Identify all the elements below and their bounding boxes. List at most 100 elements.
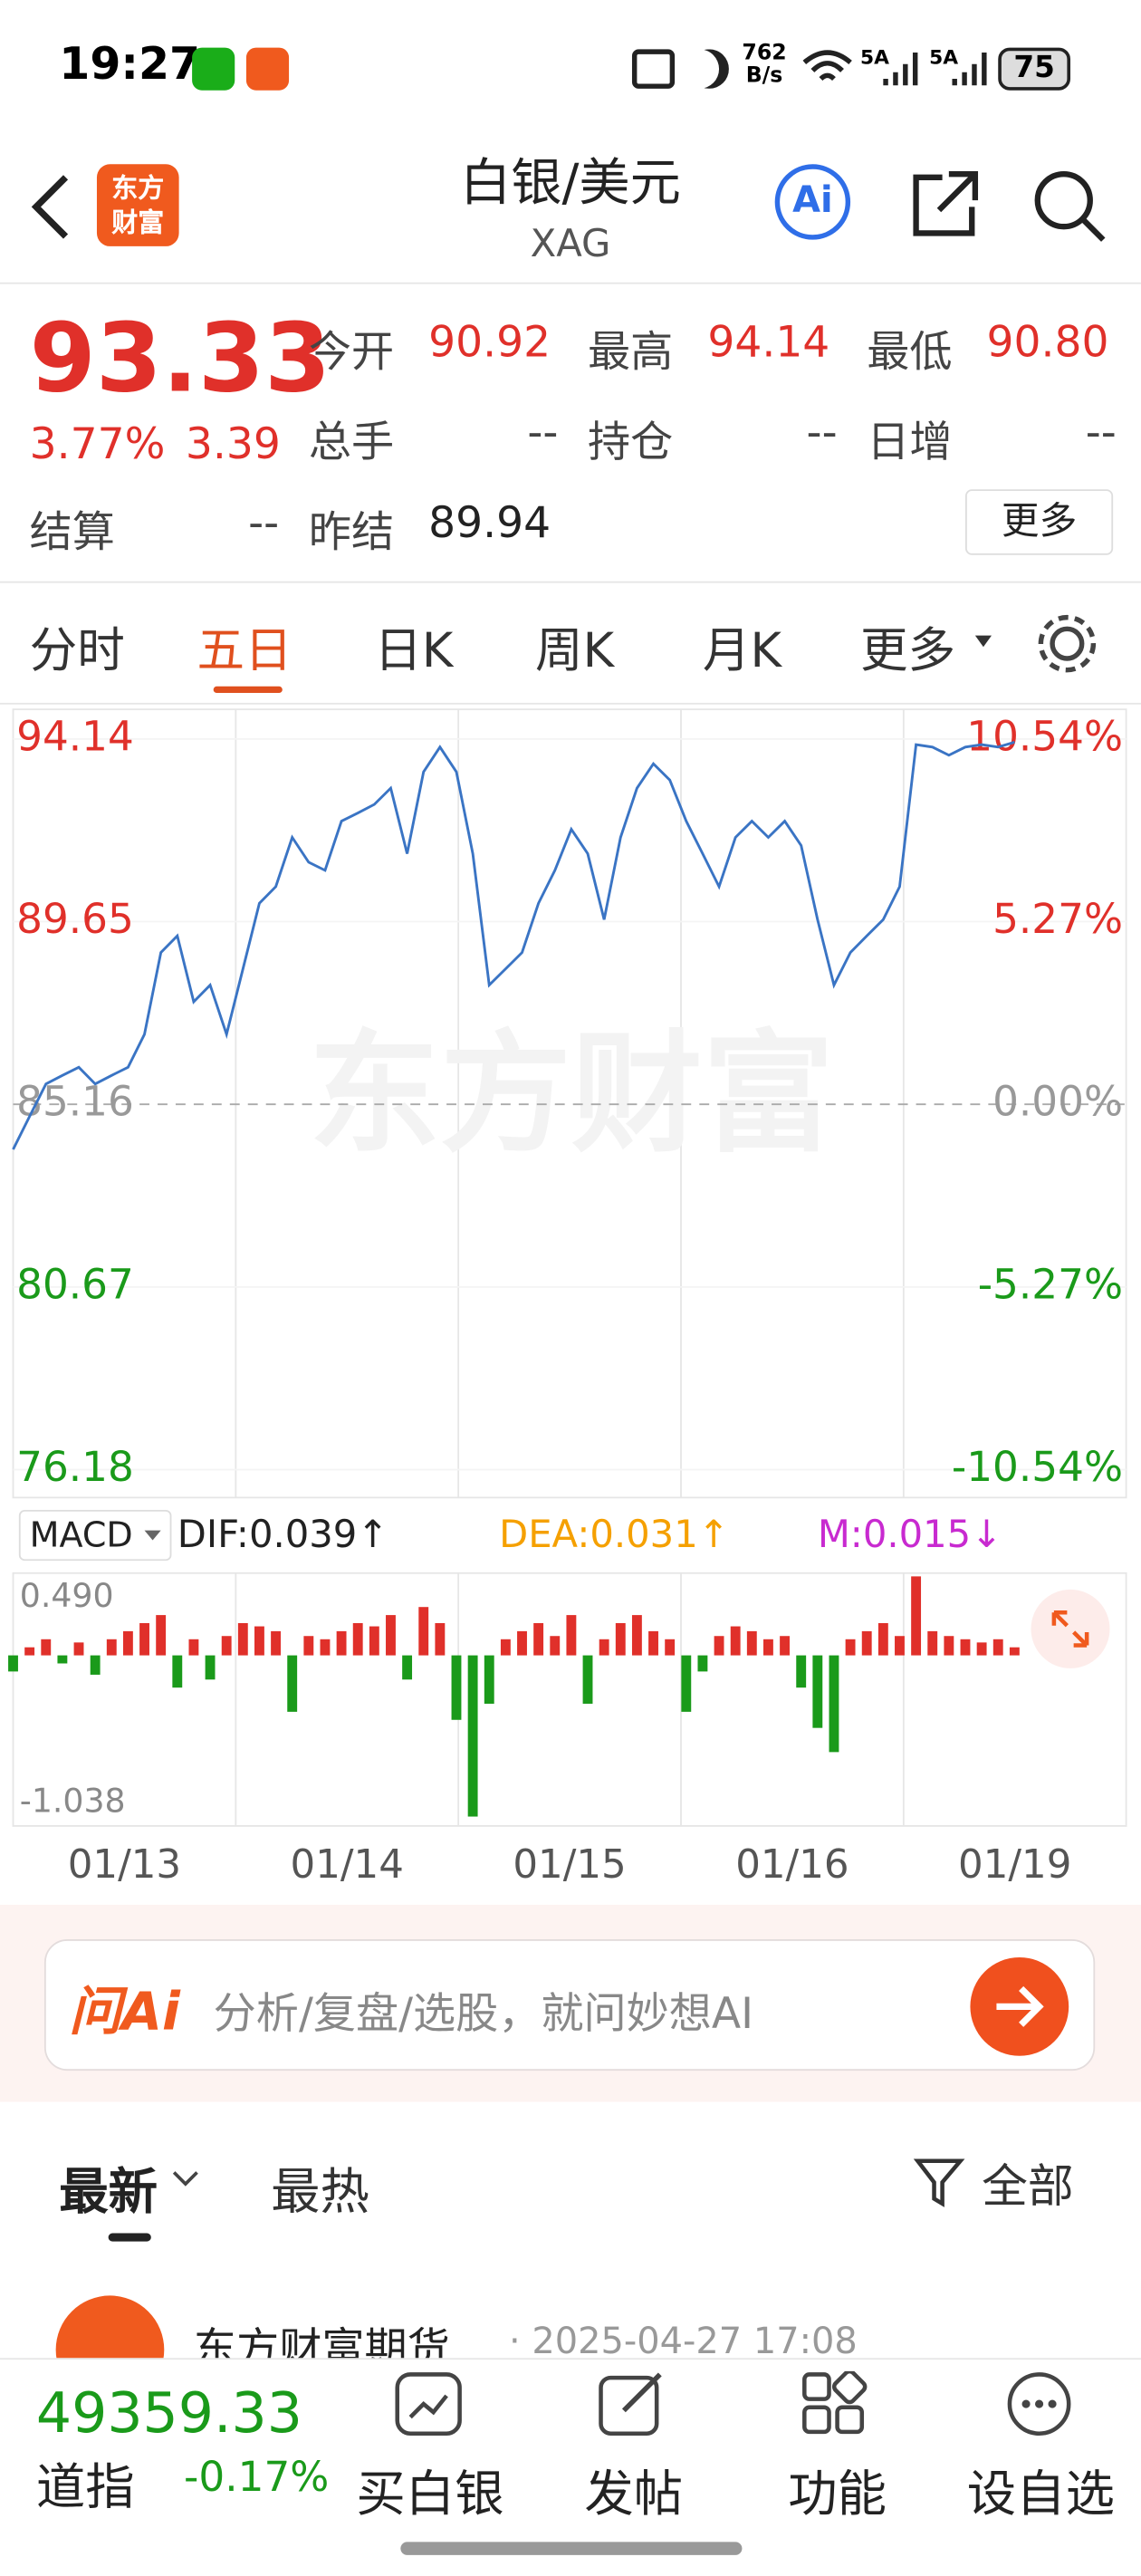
signal-label: 5A [859, 45, 889, 70]
macd-bar [976, 1642, 987, 1656]
tab[interactable]: 更多 [859, 622, 956, 678]
macd-bar [992, 1639, 1003, 1656]
macd-bar [1009, 1647, 1020, 1656]
macd-bar [780, 1636, 791, 1656]
field-label: 结算 [29, 508, 115, 559]
macd-bar [336, 1630, 347, 1656]
macd-bar [435, 1622, 446, 1656]
logo-text: 财富 [111, 207, 165, 238]
back-button[interactable] [26, 171, 75, 244]
field-label: 昨结 [308, 508, 395, 559]
nav-button[interactable]: 功能 [788, 2465, 887, 2524]
home-indicator [400, 2542, 743, 2555]
vibrate-icon [631, 49, 676, 89]
x-tick-label: 01/19 [958, 1842, 1071, 1888]
field-label: 总手 [308, 418, 395, 468]
nav-button[interactable]: 设自选 [966, 2465, 1115, 2524]
nav-button[interactable]: 买白银 [356, 2465, 504, 2524]
dropdown-arrow [172, 2171, 198, 2187]
settings-button[interactable] [1034, 610, 1100, 677]
macd-bar [599, 1639, 609, 1656]
macd-bar [41, 1639, 52, 1656]
macd-tick-label: 0.490 [20, 1576, 114, 1615]
macd-bar [303, 1636, 314, 1656]
feed-tab[interactable]: 最热 [271, 2164, 369, 2222]
macd-dea: DEA:0.031↑ [499, 1512, 730, 1556]
macd-bar [911, 1576, 922, 1656]
chart: 01/13 01/14 01/15 01/16 01/19 东方财富 94.14 89.65 8… [8, 708, 1127, 1888]
ask-submit[interactable] [969, 1956, 1070, 2057]
index-name: 道指 [35, 2459, 135, 2518]
feed-tab-active[interactable]: 最新 [59, 2164, 158, 2222]
title: 白银/美元 [460, 154, 681, 214]
change-pct: 3.77% [29, 420, 166, 470]
tab-active[interactable]: 五日 [197, 622, 292, 678]
macd-bar [386, 1615, 396, 1656]
post-time: · 2025-04-27 17:08 [508, 2321, 858, 2363]
field-label: 今开 [308, 328, 395, 378]
macd-bar [927, 1630, 938, 1656]
change: 3.39 [185, 420, 281, 470]
last-price: 93.33 [29, 302, 331, 414]
field-value: 94.14 [707, 318, 830, 369]
ask-placeholder: 分析/复盘/选股，就问妙想AI [213, 1990, 754, 2040]
signal-icon [883, 53, 918, 86]
macd-bar [271, 1630, 282, 1656]
field-value: 90.92 [428, 318, 551, 369]
ask-box[interactable] [43, 1939, 1096, 2071]
x-tick-label: 01/14 [291, 1842, 404, 1888]
net-speed: 762 B/s [742, 41, 787, 89]
nav-icon [1007, 2372, 1071, 2436]
search-button[interactable] [1031, 164, 1110, 243]
macd-bar [895, 1636, 905, 1656]
share-button[interactable] [909, 168, 982, 240]
macd-bar [550, 1636, 561, 1656]
tab[interactable]: 周K [535, 622, 615, 678]
tab[interactable]: 分时 [29, 622, 125, 678]
macd-bar [122, 1630, 133, 1656]
app-icon [245, 47, 290, 91]
net-speed-unit: B/s [745, 63, 783, 89]
y2-tick-label: 5.27% [992, 895, 1123, 943]
tab-indicator [213, 686, 283, 694]
net-speed-value: 762 [742, 41, 787, 66]
more-button[interactable]: 更多 [964, 489, 1114, 555]
tab[interactable]: 日K [374, 622, 454, 678]
y-tick-label: 89.65 [16, 895, 134, 943]
field-label: 最低 [867, 328, 953, 378]
macd-bar [861, 1630, 872, 1656]
macd-selector [18, 1509, 172, 1562]
code: XAG [530, 223, 611, 266]
field-value: 90.80 [986, 318, 1109, 369]
field-label: 最高 [588, 328, 674, 378]
macd-bar [812, 1655, 823, 1728]
macd-bar [697, 1655, 708, 1672]
macd-bar [484, 1655, 494, 1704]
y-tick-label: 80.67 [16, 1260, 134, 1308]
field-value: -- [1085, 409, 1117, 458]
field-value: 89.94 [428, 499, 551, 549]
field-value: -- [248, 499, 280, 549]
tab[interactable]: 月K [702, 622, 781, 678]
macd-bar [944, 1636, 954, 1656]
ai-button[interactable]: Ai [774, 164, 851, 240]
clock: 19:27 [59, 39, 201, 91]
macd-bar [615, 1622, 626, 1656]
y-tick-label: 85.16 [16, 1078, 134, 1126]
macd-bar [566, 1615, 577, 1656]
macd-bar [188, 1639, 199, 1656]
macd-bar [533, 1622, 544, 1656]
divider [0, 702, 1141, 705]
filter[interactable]: 全部 [982, 2158, 1074, 2214]
macd-bar [746, 1630, 757, 1656]
nav-icon [802, 2370, 868, 2435]
macd-bar [221, 1636, 232, 1656]
x-tick-label: 01/16 [735, 1842, 849, 1888]
nav-button[interactable]: 发帖 [584, 2465, 684, 2524]
price-line [12, 741, 1015, 1150]
wifi-icon [802, 50, 852, 82]
macd-bar [24, 1647, 35, 1656]
macd-bar [8, 1655, 18, 1672]
